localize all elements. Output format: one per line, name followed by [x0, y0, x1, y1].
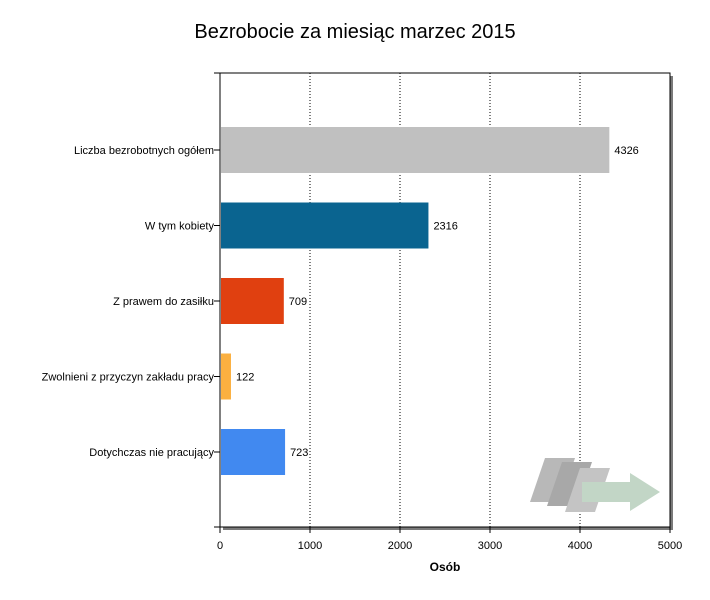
bar — [221, 353, 231, 400]
x-tick-label: 4000 — [568, 540, 592, 552]
category-label: Liczba bezrobotnych ogółem — [74, 145, 214, 157]
x-tick-label: 0 — [217, 540, 223, 552]
axes: 0 1000 2000 3000 4000 5000 — [214, 72, 682, 552]
x-axis-title: Osób — [430, 560, 461, 574]
x-tick-label: 2000 — [388, 540, 412, 552]
watermark-logo: URZĄD PRACY — [530, 458, 660, 522]
bars: 4326 Liczba bezrobotnych ogółem 2316 W tym … — [42, 127, 639, 475]
x-tick-label: 3000 — [478, 540, 502, 552]
x-tick-label: 5000 — [658, 540, 682, 552]
bar — [221, 127, 610, 173]
data-label: 4326 — [614, 145, 638, 157]
watermark-arrow — [582, 473, 660, 511]
category-label: W tym kobiety — [145, 221, 215, 233]
x-tick-label: 1000 — [298, 540, 322, 552]
data-label: 709 — [289, 296, 307, 308]
chart-title: Bezrobocie za miesiąc marzec 2015 — [194, 21, 515, 43]
data-label: 122 — [236, 372, 254, 384]
category-label: Dotychczas nie pracujący — [89, 447, 214, 459]
data-label: 2316 — [433, 221, 457, 233]
category-label: Zwolnieni z przyczyn zakładu pracy — [42, 372, 215, 384]
category-label: Z prawem do zasiłku — [113, 296, 214, 308]
watermark-text: URZĄD PRACY — [551, 511, 629, 522]
bar — [221, 278, 284, 324]
bar — [221, 202, 429, 249]
data-label: 723 — [290, 447, 308, 459]
bar — [221, 429, 286, 475]
